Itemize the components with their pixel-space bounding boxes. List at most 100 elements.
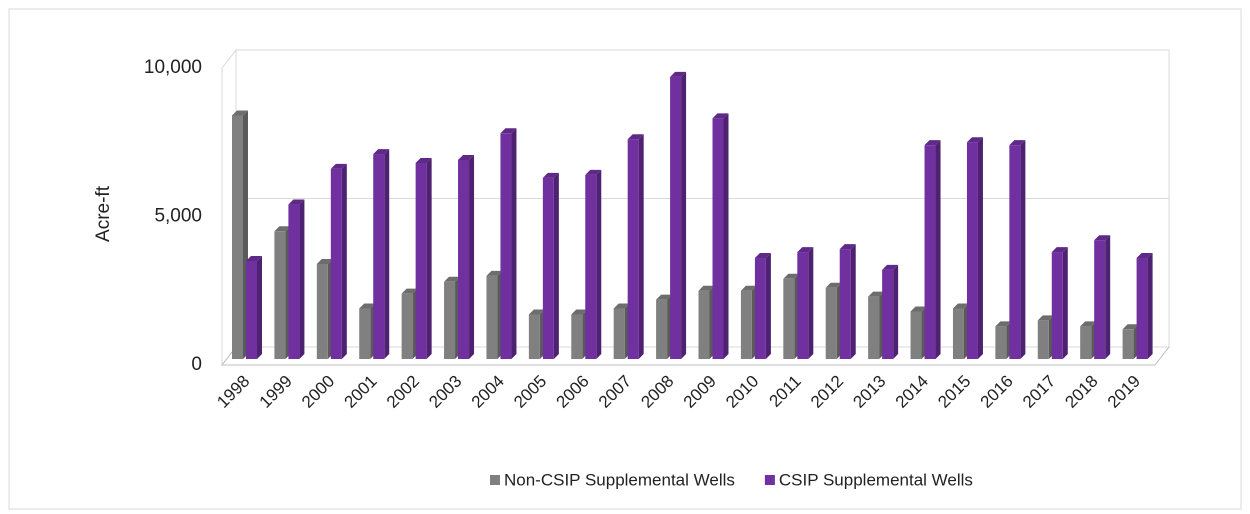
y-axis-title: Acre-ft [93, 185, 114, 242]
bar-top [585, 169, 602, 175]
bar [458, 160, 470, 359]
bar [839, 249, 851, 359]
bar-side [765, 253, 771, 359]
bar [415, 162, 427, 359]
bar-top [500, 128, 517, 134]
bar-top [740, 285, 757, 291]
bar [316, 263, 328, 359]
bar [1122, 329, 1134, 359]
bar [444, 281, 456, 359]
bar-top [1094, 235, 1111, 241]
bar-side [511, 128, 517, 359]
bar-top [613, 303, 630, 309]
bar-side [426, 157, 432, 359]
bar-top [274, 226, 291, 232]
bar-side [1062, 247, 1068, 359]
bar-top [444, 276, 461, 282]
bar [486, 275, 498, 359]
bar-side [469, 155, 475, 359]
legend-swatch [764, 475, 775, 485]
bar-top [359, 303, 376, 309]
bar-top [839, 244, 856, 250]
bar-top [288, 199, 305, 205]
bar-side [681, 71, 687, 359]
bar-top [656, 294, 673, 300]
bar-top [924, 140, 941, 146]
bar [1080, 326, 1092, 359]
bar-top [712, 113, 729, 119]
bar [571, 314, 583, 359]
bar-side [596, 169, 602, 359]
bar [528, 314, 540, 359]
bar-side [977, 137, 983, 359]
bar [797, 252, 809, 359]
bar-top [401, 288, 418, 294]
bar-top [670, 71, 687, 77]
bar-top [1136, 253, 1153, 259]
bar-side [638, 134, 644, 359]
bar [373, 154, 385, 359]
bar [754, 258, 766, 359]
bar-top [246, 255, 262, 261]
bar-top [754, 253, 771, 259]
bar-top [316, 258, 333, 264]
bar-side [341, 163, 347, 359]
bar-top [1009, 140, 1026, 146]
bar-side [850, 244, 856, 359]
y-tick-label: 10,000 [144, 57, 202, 78]
bar-side [893, 264, 899, 359]
bar [330, 168, 342, 359]
bar-top [542, 172, 559, 178]
bar-side [299, 199, 305, 359]
bar-side [808, 247, 814, 359]
bar [1009, 145, 1021, 359]
bar-top [1080, 321, 1097, 327]
bar-side [935, 140, 941, 359]
bar [868, 296, 880, 359]
bar-top [486, 270, 503, 276]
bar-top [995, 321, 1012, 327]
bar-side [553, 172, 559, 359]
bar [656, 299, 668, 359]
bar-top [330, 163, 347, 169]
y-tick-label: 5,000 [154, 206, 202, 227]
bar [783, 278, 795, 359]
bar [995, 326, 1007, 359]
bar [585, 174, 597, 359]
bar-top [1051, 247, 1068, 253]
bar [401, 293, 413, 359]
bar [1051, 252, 1063, 359]
bar-top [966, 137, 983, 143]
bar-side [1105, 235, 1111, 359]
bar [910, 311, 922, 359]
bar [627, 139, 639, 359]
bar-top [627, 134, 644, 140]
bar-top [910, 306, 927, 312]
bar-top [458, 155, 475, 161]
bar-top [952, 303, 969, 309]
bar [924, 145, 936, 359]
bar-top [373, 149, 390, 155]
bar [1136, 258, 1148, 359]
bar [274, 231, 286, 359]
bar [670, 76, 682, 359]
bar [359, 308, 371, 359]
bar [966, 142, 978, 359]
bar-top [232, 110, 248, 116]
legend-label: Non-CSIP Supplemental Wells [504, 470, 735, 489]
bar-side [384, 149, 390, 359]
bar-side [1020, 140, 1026, 359]
bar-side [257, 255, 262, 359]
bar [740, 290, 752, 359]
bar [825, 287, 837, 359]
bar [232, 115, 243, 360]
bar [952, 308, 964, 359]
bar [1037, 320, 1049, 359]
chart-frame [8, 8, 1242, 510]
bar [882, 269, 894, 359]
bar-top [797, 247, 814, 253]
bar-top [571, 309, 588, 315]
bar-top [783, 273, 800, 279]
bar-top [528, 309, 545, 315]
